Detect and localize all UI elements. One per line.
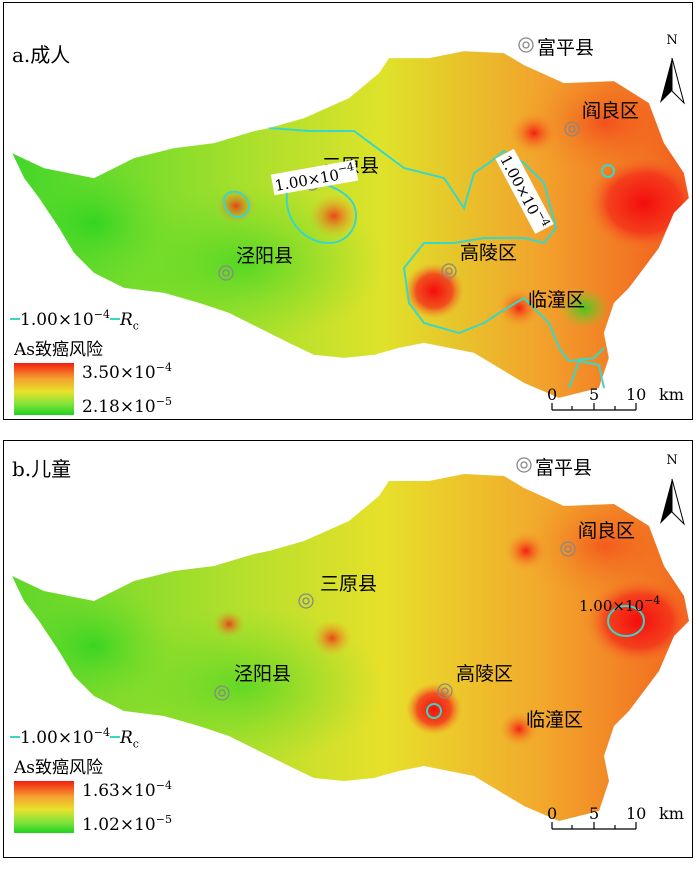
label-lintong: 临潼区 [528,289,586,311]
scale-0-adult: 0 [547,385,558,404]
contour-label-child: 1.00×10−4 [579,594,661,615]
label-yanliang-b: 阎良区 [578,520,636,542]
label-jingyang-b: 泾阳县 [234,663,292,685]
label-lintong-b: 临潼区 [526,709,584,731]
scale-0-child: 0 [547,804,558,823]
scale-km-adult: km [659,385,684,404]
scale-bar-adult [551,403,637,411]
label-gaoling-b: 高陵区 [456,663,514,685]
legend-min-adult: 2.18×10−5 [82,395,172,417]
legend-title-adult: As致癌风险 [14,340,104,360]
scale-bar-child [551,822,637,830]
panel-title-child: b.儿童 [12,457,72,481]
scale-km-child: km [659,804,684,823]
heatmap-child [12,457,689,830]
map-panel-adult: a.成人 富平县 阎良区 三原县 泾阳县 高陵区 临潼区 1.00×10−4 1… [3,2,693,420]
label-jingyang: 泾阳县 [236,245,294,267]
legend-min-child: 1.02×10−5 [82,813,172,835]
legend-max-child: 1.63×10−4 [82,779,172,801]
label-sanyuan-b: 三原县 [320,573,378,595]
study-boundary-adult [11,50,690,399]
study-area-adult [12,51,689,398]
legend-max-adult: 3.50×10−4 [82,361,172,383]
heatmap-adult [11,37,690,411]
label-fuping: 富平县 [537,37,595,59]
north-arrow-icon-adult [660,57,685,105]
label-gaoling: 高陵区 [460,242,518,264]
legend-contour-item-adult: 1.00×10−4 Rc [10,308,139,332]
north-label-child: N [666,453,678,468]
scale-10-adult: 10 [626,385,647,404]
scale-5-adult: 5 [589,385,600,404]
north-arrow-icon-child [660,478,685,526]
legend-color-ramp-child [14,781,74,833]
north-label-adult: N [666,33,678,48]
scale-5-child: 5 [589,804,600,823]
label-yanliang: 阎良区 [582,100,640,122]
panel-title-adult: a.成人 [12,43,71,67]
label-fuping-b: 富平县 [535,457,593,479]
map-panel-child: b.儿童 富平县 阎良区 三原县 泾阳县 高陵区 临潼区 1.00×10−4 N… [3,440,693,858]
contour-lines-child [426,605,645,719]
legend-title-child: As致癌风险 [14,758,104,778]
county-markers-child [214,457,576,701]
legend-color-ramp-adult [14,363,74,415]
scale-10-child: 10 [626,804,647,823]
legend-contour-item-child: 1.00×10−4 Rc [10,726,139,750]
